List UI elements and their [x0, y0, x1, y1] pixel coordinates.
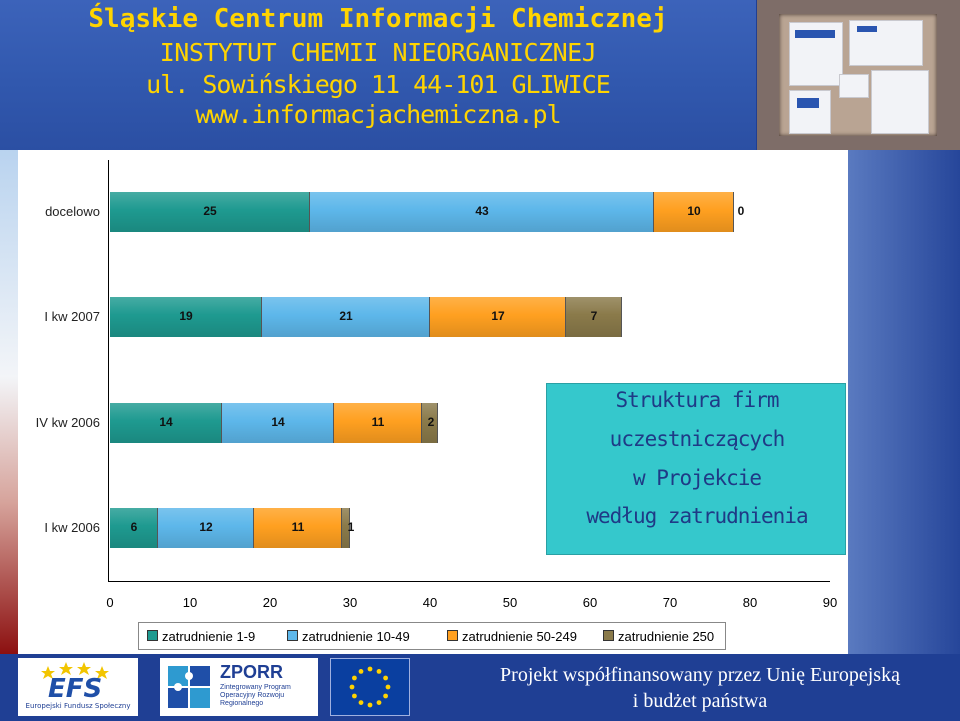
bar-segment [110, 192, 310, 232]
notice-board-photo [757, 0, 960, 150]
efs-logo-text: EFS [48, 674, 103, 704]
legend-item: zatrudnienie 1-9 [147, 629, 255, 644]
efs-caption: Europejski Fundusz Społeczny [25, 702, 131, 710]
data-label: 11 [291, 520, 305, 534]
bar-segment [110, 297, 262, 337]
legend-swatch [603, 630, 614, 641]
data-label: 2 [427, 415, 435, 429]
data-label: 11 [371, 415, 385, 429]
x-tick-label: 10 [182, 595, 198, 610]
efs-logo: EFS Europejski Fundusz Społeczny [18, 658, 138, 716]
legend-swatch [287, 630, 298, 641]
x-tick-label: 20 [262, 595, 278, 610]
category-label: I kw 2007 [44, 309, 100, 324]
category-label: IV kw 2006 [35, 415, 100, 430]
left-decor-strip [0, 150, 18, 654]
data-label: 17 [491, 309, 505, 323]
data-label: 43 [475, 204, 489, 218]
puzzle-icon [168, 666, 210, 708]
chart-title-line: według zatrudnienia [586, 504, 808, 528]
bar-segment [310, 192, 654, 232]
footer-cofinancing-line1: Projekt współfinansowany przez Unię Euro… [500, 664, 900, 686]
header-banner: Śląskie Centrum Informacji Chemicznej IN… [0, 0, 756, 150]
data-label: 10 [687, 204, 701, 218]
legend-item: zatrudnienie 250 [603, 629, 714, 644]
efs-stars-icon [41, 662, 109, 679]
header-institution: Śląskie Centrum Informacji Chemicznej [88, 4, 668, 34]
category-label: I kw 2006 [44, 520, 100, 535]
bar-segment [110, 508, 158, 548]
legend-label: zatrudnienie 250 [618, 629, 715, 644]
x-tick-label: 50 [502, 595, 518, 610]
zporr-logo-text: ZPORR [220, 662, 283, 682]
data-label: 19 [179, 309, 193, 323]
category-label: docelowo [45, 204, 100, 219]
data-label: 1 [347, 520, 355, 534]
data-label: 14 [271, 415, 285, 429]
bar-segment [654, 192, 734, 232]
zporr-logo: ZPORR Zintegrowany Program Operacyjny Ro… [160, 658, 318, 716]
x-tick-label: 70 [662, 595, 678, 610]
x-tick-label: 30 [342, 595, 358, 610]
bar-segment [262, 297, 430, 337]
legend-label: zatrudnienie 10-49 [302, 629, 410, 644]
data-label: 0 [737, 204, 745, 218]
chart-title-box: Struktura firm uczestniczących w Projekc… [546, 383, 846, 555]
right-decor-strip [848, 150, 960, 654]
data-label: 6 [130, 520, 138, 534]
data-label: 7 [590, 309, 598, 323]
x-tick-label: 0 [106, 595, 114, 610]
chart-title-line: uczestniczących [609, 427, 786, 451]
x-tick-label: 60 [582, 595, 598, 610]
legend-item: zatrudnienie 50-249 [447, 629, 577, 644]
bar-segment [422, 403, 438, 443]
bar-segment [334, 403, 422, 443]
x-tick-label: 40 [422, 595, 438, 610]
legend-swatch [147, 630, 158, 641]
legend-label: zatrudnienie 1-9 [162, 629, 256, 644]
bar-segment [430, 297, 566, 337]
chart-title-line: w Projekcie [632, 466, 762, 490]
x-tick-label: 90 [822, 595, 838, 610]
bar-segment [158, 508, 254, 548]
chart-legend: zatrudnienie 1-9 zatrudnienie 10-49 zatrud… [138, 622, 726, 650]
zporr-caption: Zintegrowany Program Operacyjny Rozwoju … [220, 684, 291, 707]
bar-segment [566, 297, 622, 337]
chart-title-line: Struktura firm [615, 388, 779, 412]
eu-flag-logo [330, 658, 410, 716]
data-label: 25 [203, 204, 217, 218]
header-website-link[interactable]: www.informacjachemiczna.pl [195, 100, 561, 129]
bar-segment [222, 403, 334, 443]
bar-segment [254, 508, 342, 548]
bar-segment [342, 508, 350, 548]
header-institute: INSTYTUT CHEMII NIEORGANICZNEJ [159, 38, 597, 67]
bar-segment [110, 403, 222, 443]
header-address: ul. Sowińskiego 11 44-101 GLIWICE [146, 70, 611, 99]
data-label: 12 [199, 520, 213, 534]
eu-stars-icon [349, 666, 391, 708]
data-label: 14 [159, 415, 173, 429]
legend-swatch [447, 630, 458, 641]
data-label: 21 [339, 309, 353, 323]
legend-label: zatrudnienie 50-249 [462, 629, 577, 644]
legend-item: zatrudnienie 10-49 [287, 629, 410, 644]
x-tick-label: 80 [742, 595, 758, 610]
footer-cofinancing-line2: i budżet państwa [632, 690, 768, 712]
